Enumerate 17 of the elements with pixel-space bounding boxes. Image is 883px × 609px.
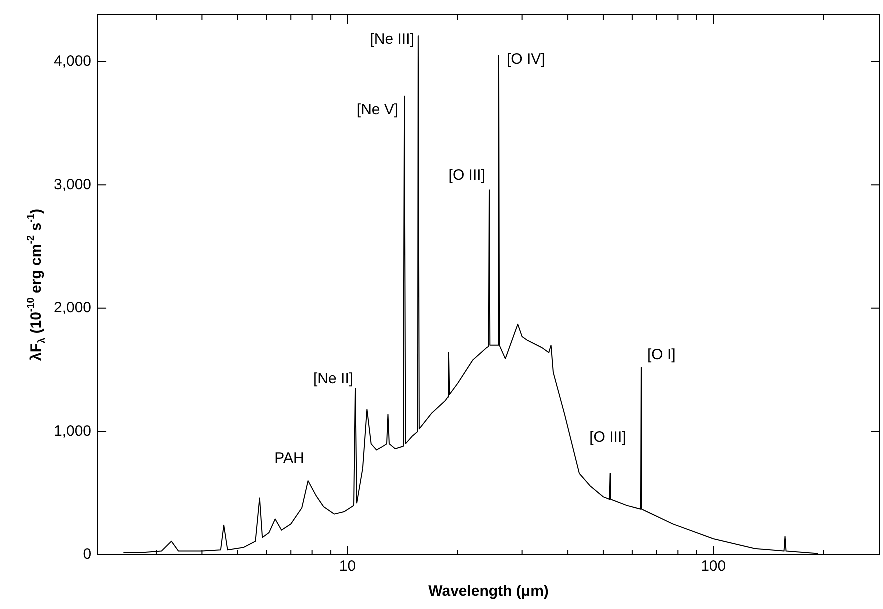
annotation: [O I]	[647, 346, 676, 364]
y-tick-label: 3,000	[54, 176, 92, 194]
x-tick-label: 100	[701, 558, 726, 576]
y-tick-label: 0	[83, 546, 92, 564]
x-axis-title: Wavelength (μm)	[428, 583, 549, 600]
annotation: PAH	[274, 450, 304, 468]
annotation: [Ne V]	[356, 102, 399, 119]
y-tick-label: 4,000	[54, 52, 92, 70]
annotation: [O III]	[590, 428, 626, 446]
annotation: [O III]	[448, 167, 486, 184]
annotation: [Ne III]	[370, 31, 414, 48]
text: λFλ (10-10 erg cm-2 s-1)	[26, 208, 48, 362]
x-tick-label: 10	[339, 558, 356, 576]
annotation: [O IV]	[506, 50, 546, 68]
y-tick-label: 2,000	[54, 300, 92, 317]
annotation: [Ne II]	[314, 370, 354, 388]
y-tick-label: 1,000	[54, 422, 92, 440]
